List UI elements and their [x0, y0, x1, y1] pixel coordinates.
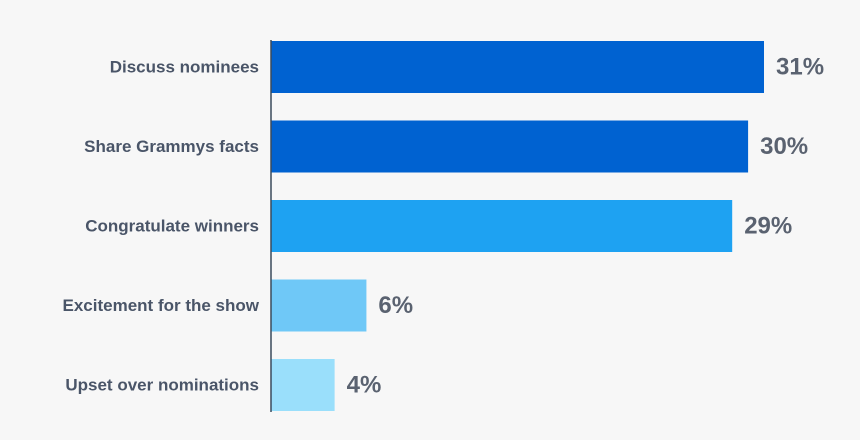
value-label-1: 30%	[760, 133, 808, 160]
bar-1	[271, 120, 749, 173]
bar-4	[271, 359, 335, 411]
category-label-4: Upset over nominations	[65, 376, 259, 395]
bar-2	[271, 200, 733, 252]
category-label-3: Excitement for the show	[63, 296, 260, 315]
category-label-0: Discuss nominees	[110, 58, 259, 77]
bar-0	[271, 41, 764, 93]
value-label-2: 29%	[744, 213, 792, 240]
bar-3	[271, 279, 367, 332]
value-label-0: 31%	[776, 54, 824, 81]
category-label-2: Congratulate winners	[85, 217, 259, 236]
value-label-4: 4%	[347, 372, 382, 399]
category-label-1: Share Grammys facts	[84, 137, 259, 156]
category-labels: Discuss nominees Share Grammys facts Congr…	[63, 58, 260, 395]
value-label-3: 6%	[378, 292, 413, 319]
bars	[271, 41, 764, 411]
value-labels: 31% 30% 29% 6% 4%	[347, 54, 824, 399]
